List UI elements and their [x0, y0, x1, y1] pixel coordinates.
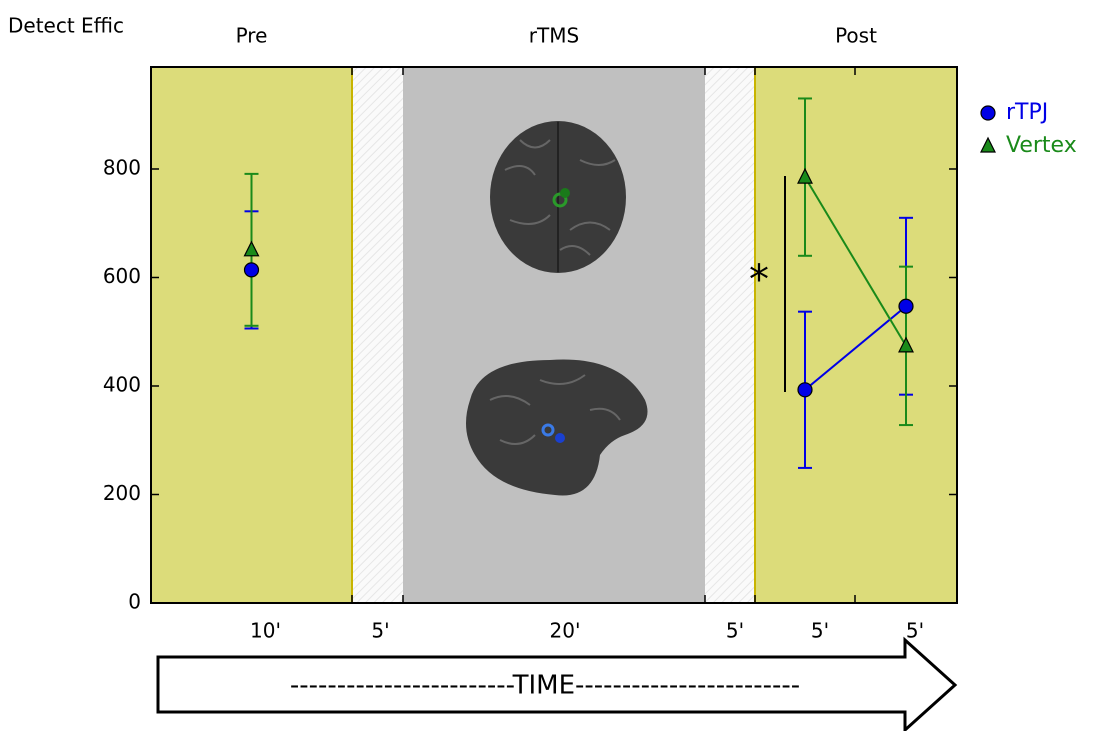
y-tick-label: 200	[103, 481, 141, 505]
series-line	[804, 305, 907, 391]
data-point	[243, 240, 260, 257]
segment-title: rTMS	[529, 24, 579, 48]
gap-region	[705, 67, 755, 603]
series-line	[804, 176, 907, 347]
brain-top	[490, 121, 626, 273]
data-point	[898, 298, 914, 314]
y-tick-label: 800	[103, 155, 141, 179]
x-tick-label: 5'	[906, 619, 924, 643]
legend-label: rTPJ	[1006, 100, 1048, 125]
x-tick-label: 5'	[371, 619, 389, 643]
segment-title: Pre	[236, 24, 268, 48]
plot-frame	[150, 66, 958, 604]
x-tick-label: 5'	[811, 619, 829, 643]
data-point	[797, 382, 813, 398]
x-tick-label: 20'	[550, 619, 581, 643]
data-point	[797, 167, 813, 184]
time-label: ------------------------TIME------------…	[290, 671, 800, 701]
data-point	[243, 262, 260, 278]
pre-region	[151, 67, 352, 603]
legend-label: Vertex	[1006, 133, 1077, 158]
y-tick-label: 0	[128, 590, 141, 614]
x-tick-label: 10'	[250, 619, 281, 643]
annotation: *	[749, 257, 769, 303]
segment-title: Post	[835, 24, 877, 48]
legend-marker	[980, 105, 996, 121]
post-region	[755, 67, 957, 603]
y-tick-label: 600	[103, 264, 141, 288]
data-point	[898, 336, 914, 353]
legend-marker	[980, 136, 996, 153]
x-tick-label: 5'	[726, 619, 744, 643]
y-tick-label: 400	[103, 372, 141, 396]
time-arrow	[156, 636, 958, 734]
y-axis-label: Detect Effic	[8, 14, 124, 38]
brain-side	[466, 359, 648, 496]
gap-region	[352, 67, 403, 603]
